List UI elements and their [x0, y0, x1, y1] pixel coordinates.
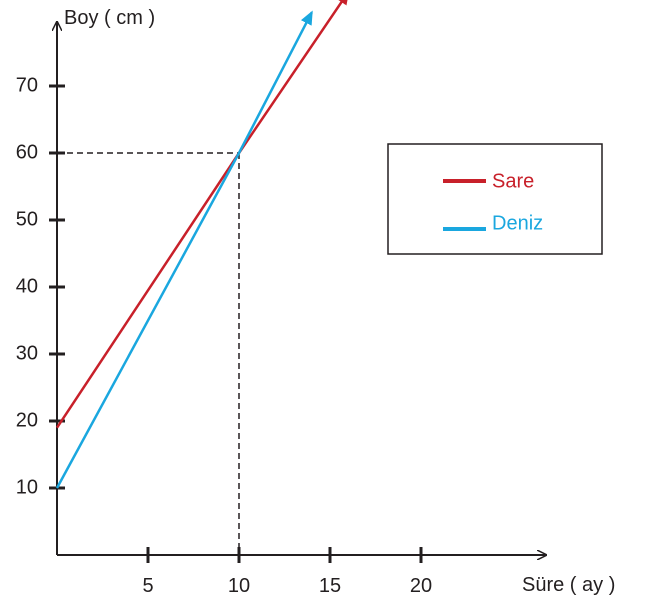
x-tick-label-20: 20	[410, 575, 432, 597]
y-tick-label-20: 20	[16, 409, 38, 431]
y-axis-label: Boy ( cm )	[64, 7, 155, 29]
y-tick-label-40: 40	[16, 275, 38, 297]
x-tick-label-10: 10	[228, 575, 250, 597]
y-tick-label-30: 30	[16, 342, 38, 364]
legend-label-sare: Sare	[492, 170, 534, 192]
series-line-deniz	[55, 10, 313, 489]
y-tick-label-10: 10	[16, 476, 38, 498]
legend-box	[387, 143, 603, 255]
y-tick-label-50: 50	[16, 208, 38, 230]
x-axis-label: Süre ( ay )	[522, 574, 615, 596]
x-tick-label-15: 15	[319, 575, 341, 597]
x-ticks: 5 10 15 20	[142, 547, 432, 597]
legend: Sare Deniz	[387, 143, 603, 255]
reference-guides	[57, 152, 240, 555]
series-line-sare	[55, 0, 350, 429]
legend-label-deniz: Deniz	[492, 212, 543, 234]
y-ticks: 10 20 30 40 50 60 70	[16, 74, 65, 498]
series-layer	[55, 0, 350, 489]
x-tick-label-5: 5	[142, 575, 153, 597]
y-tick-label-60: 60	[16, 141, 38, 163]
y-tick-label-70: 70	[16, 74, 38, 96]
